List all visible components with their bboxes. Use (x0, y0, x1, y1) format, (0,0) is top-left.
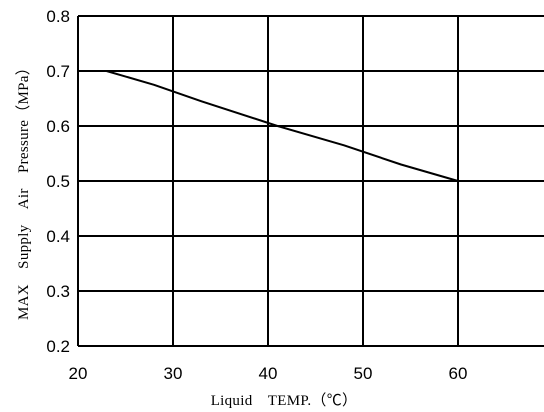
data-point-0-4 (343, 144, 345, 147)
data-point-0-0 (105, 70, 108, 72)
data-point-0-1 (153, 83, 155, 86)
y-tick-label-3: 0.5 (46, 172, 70, 191)
x-tick-label-0: 20 (69, 364, 88, 383)
y-tick-label-6: 0.2 (46, 337, 70, 356)
data-point-0-2 (200, 100, 203, 103)
data-point-0-3 (276, 125, 279, 127)
data-point-0-5 (400, 163, 402, 166)
x-tick-label-1: 30 (164, 364, 183, 383)
y-tick-labels: 0.8 0.7 0.6 0.5 0.4 0.3 0.2 (46, 7, 70, 356)
data-point-0-6 (457, 180, 459, 182)
series-layer (105, 70, 459, 182)
x-tick-label-3: 50 (354, 364, 373, 383)
x-tick-label-2: 40 (259, 364, 278, 383)
y-tick-label-0: 0.8 (46, 7, 70, 26)
grid-lines (78, 15, 544, 347)
x-axis-title: Liquid TEMP.（℃） (211, 392, 358, 409)
x-tick-label-4: 60 (449, 364, 468, 383)
y-tick-label-1: 0.7 (46, 62, 70, 81)
y-axis-title: MAX Supply Air Pressure（MPa） (15, 60, 32, 320)
y-tick-label-2: 0.6 (46, 117, 70, 136)
x-tick-labels: 20 30 40 50 60 (69, 364, 468, 383)
y-tick-label-4: 0.4 (46, 227, 70, 246)
y-tick-label-5: 0.3 (46, 282, 70, 301)
